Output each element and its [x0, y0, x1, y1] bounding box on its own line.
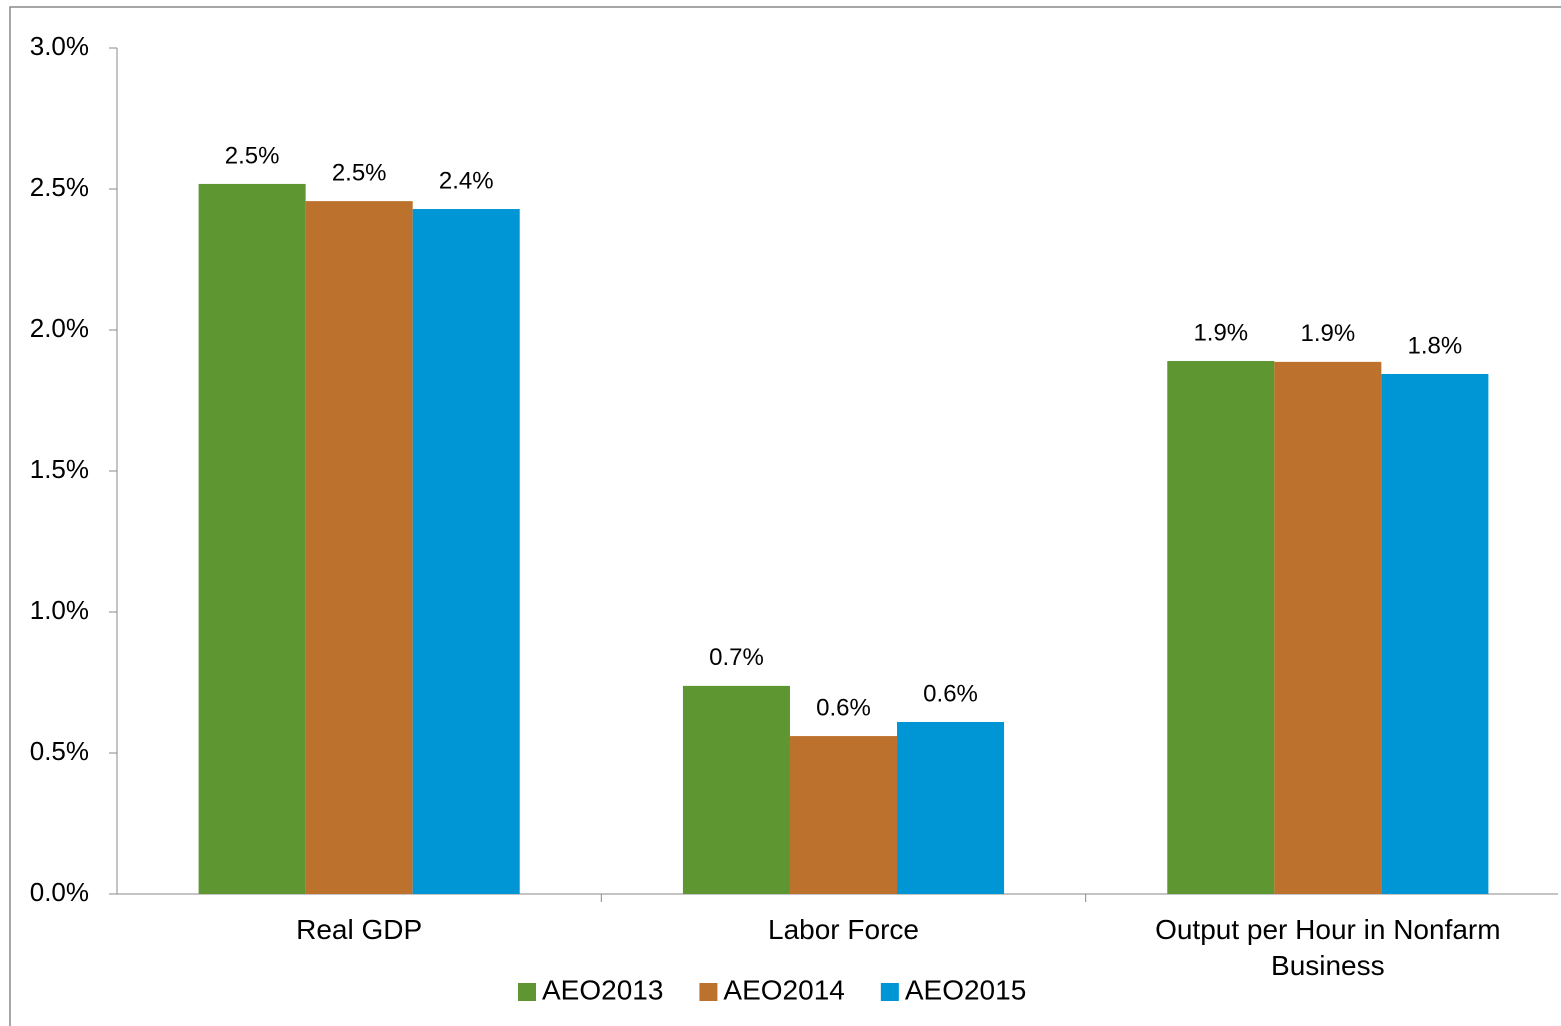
bar: [198, 183, 306, 894]
x-tick-label: Output per Hour in Nonfarm Business: [1155, 914, 1501, 981]
y-tick-label: 3.0%: [30, 31, 89, 61]
value-label: 2.5%: [225, 142, 280, 169]
bar: [1274, 361, 1382, 895]
y-tick-label: 2.5%: [30, 172, 89, 202]
bar: [897, 721, 1005, 894]
legend-label: AEO2013: [542, 974, 663, 1005]
bar: [412, 209, 520, 895]
y-tick-label: 1.0%: [30, 595, 89, 625]
y-tick-label: 1.5%: [30, 454, 89, 484]
y-tick-label: 0.5%: [30, 736, 89, 766]
bar: [305, 201, 413, 895]
value-label: 2.4%: [439, 167, 494, 194]
x-tick-label: Real GDP: [296, 914, 423, 945]
legend-label: AEO2014: [723, 974, 844, 1005]
value-label: 0.7%: [709, 644, 764, 671]
bar: [1167, 361, 1275, 894]
value-label: 2.5%: [332, 159, 387, 186]
bar: [682, 685, 790, 894]
legend-swatch: [518, 983, 536, 1001]
value-label: 1.8%: [1408, 332, 1463, 359]
x-tick-label: Labor Force: [768, 914, 919, 945]
y-tick-label: 0.0%: [30, 877, 89, 907]
frame: [9, 6, 1561, 1026]
value-label: 0.6%: [816, 694, 871, 721]
y-tick-label: 2.0%: [30, 313, 89, 343]
value-label: 1.9%: [1300, 320, 1355, 347]
legend-label: AEO2015: [905, 974, 1026, 1005]
value-label: 1.9%: [1193, 319, 1248, 346]
legend-swatch: [880, 983, 899, 1001]
legend-swatch: [699, 983, 718, 1001]
bar: [1381, 373, 1489, 894]
bar: [789, 736, 898, 894]
value-label: 0.6%: [923, 680, 978, 707]
